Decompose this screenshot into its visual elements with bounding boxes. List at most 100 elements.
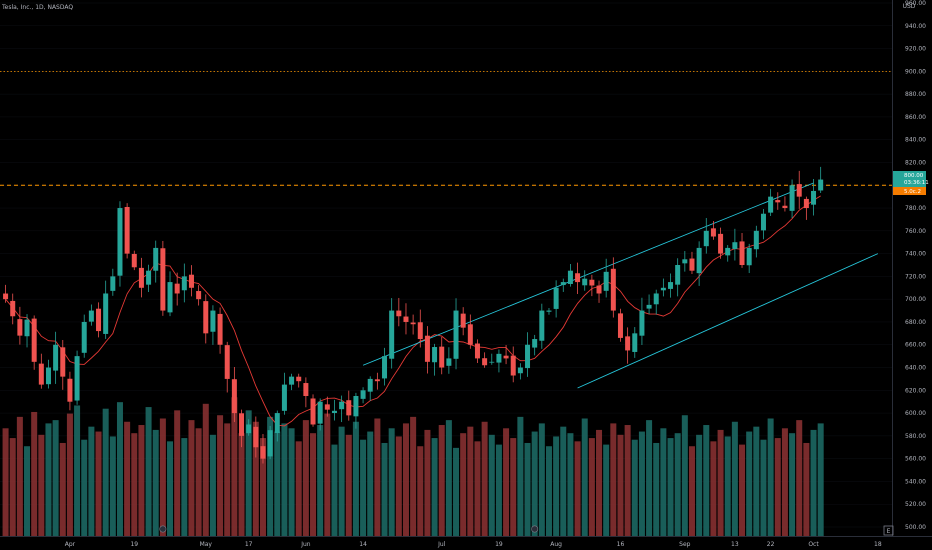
candle[interactable] <box>96 302 102 338</box>
candle[interactable] <box>582 270 588 291</box>
candle[interactable] <box>453 298 459 370</box>
candle[interactable] <box>274 410 280 442</box>
candle[interactable] <box>131 250 137 271</box>
event-marker[interactable] <box>159 525 167 533</box>
event-marker[interactable] <box>531 525 539 533</box>
candle[interactable] <box>525 332 531 377</box>
candle[interactable] <box>575 262 581 295</box>
candle[interactable] <box>260 433 266 464</box>
candle[interactable] <box>217 307 223 354</box>
candle[interactable] <box>632 327 638 358</box>
candle[interactable] <box>239 409 245 448</box>
candle[interactable] <box>589 274 595 297</box>
candle[interactable] <box>689 251 695 274</box>
event-marker-icon[interactable] <box>159 525 167 533</box>
trend-channel[interactable] <box>362 182 879 389</box>
candle[interactable] <box>646 294 652 315</box>
candle[interactable] <box>753 225 759 258</box>
candle[interactable] <box>53 331 59 384</box>
candle[interactable] <box>567 263 573 287</box>
candle[interactable] <box>67 371 73 411</box>
candle[interactable] <box>496 349 502 373</box>
candle[interactable] <box>81 314 87 358</box>
candle[interactable] <box>160 240 166 316</box>
price-axis[interactable]: 960.00 940.00 920.00 900.00 880.00 860.00 840.… <box>905 0 926 531</box>
candle[interactable] <box>503 344 509 365</box>
candle[interactable] <box>532 334 538 356</box>
candle[interactable] <box>760 209 766 240</box>
event-markers[interactable] <box>159 525 539 533</box>
candle[interactable] <box>675 258 681 297</box>
candle[interactable] <box>474 339 480 363</box>
channel-line-upper[interactable] <box>362 182 814 366</box>
candle[interactable] <box>339 395 345 423</box>
candle[interactable] <box>696 241 702 286</box>
candle[interactable] <box>167 271 173 317</box>
candle[interactable] <box>153 240 159 283</box>
candle[interactable] <box>10 293 16 325</box>
candle[interactable] <box>196 285 202 306</box>
candle[interactable] <box>460 307 466 336</box>
candle[interactable] <box>703 218 709 254</box>
candle[interactable] <box>539 303 545 349</box>
candle[interactable] <box>789 179 795 219</box>
candle[interactable] <box>653 289 659 315</box>
candle[interactable] <box>174 272 180 306</box>
candle[interactable] <box>560 278 566 292</box>
candle[interactable] <box>360 387 366 404</box>
candle[interactable] <box>181 263 187 303</box>
candle[interactable] <box>446 347 452 374</box>
candle[interactable] <box>432 343 438 376</box>
candle[interactable] <box>775 192 781 210</box>
candle[interactable] <box>289 373 295 391</box>
candle[interactable] <box>267 425 273 460</box>
candle[interactable] <box>610 257 616 318</box>
candle[interactable] <box>124 203 130 259</box>
candle[interactable] <box>382 347 388 386</box>
candle[interactable] <box>310 394 316 427</box>
candle[interactable] <box>346 390 352 421</box>
candle[interactable] <box>782 196 788 212</box>
scale-settings-button[interactable]: E <box>883 525 894 536</box>
candle[interactable] <box>188 265 194 297</box>
candle[interactable] <box>596 280 602 303</box>
candle[interactable] <box>281 372 287 415</box>
candle[interactable] <box>246 419 252 436</box>
candle[interactable] <box>718 227 724 259</box>
candle[interactable] <box>803 196 809 220</box>
candle[interactable] <box>546 307 552 315</box>
candle[interactable] <box>324 396 330 417</box>
candle[interactable] <box>210 305 216 345</box>
candle[interactable] <box>74 350 80 405</box>
candle[interactable] <box>639 297 645 346</box>
candle[interactable] <box>732 228 738 261</box>
candle[interactable] <box>439 336 445 375</box>
time-axis[interactable]: Apr 19 May 17 Jun 14 Jul 19 Aug 16 Sep 13 22 Oct 18 <box>65 541 882 548</box>
candle[interactable] <box>396 297 402 327</box>
candle[interactable] <box>625 327 631 364</box>
candle[interactable] <box>668 273 674 298</box>
candle[interactable] <box>38 353 44 389</box>
channel-line-lower[interactable] <box>577 253 879 389</box>
candle[interactable] <box>517 363 523 380</box>
candle[interactable] <box>3 284 9 303</box>
candle[interactable] <box>553 280 559 318</box>
candle[interactable] <box>24 314 30 348</box>
candle[interactable] <box>410 314 416 335</box>
candle[interactable] <box>467 314 473 349</box>
candle[interactable] <box>424 326 430 374</box>
candle[interactable] <box>296 373 302 388</box>
candle[interactable] <box>746 243 752 274</box>
candle[interactable] <box>17 306 23 345</box>
candle[interactable] <box>60 339 66 390</box>
candle[interactable] <box>31 315 37 370</box>
candle[interactable] <box>331 399 337 421</box>
candle[interactable] <box>353 392 359 429</box>
candle[interactable] <box>367 376 373 401</box>
candle[interactable] <box>660 278 666 297</box>
scale-settings-icon[interactable] <box>883 525 894 536</box>
candle[interactable] <box>682 251 688 272</box>
candle[interactable] <box>417 309 423 348</box>
candle[interactable] <box>117 201 123 287</box>
